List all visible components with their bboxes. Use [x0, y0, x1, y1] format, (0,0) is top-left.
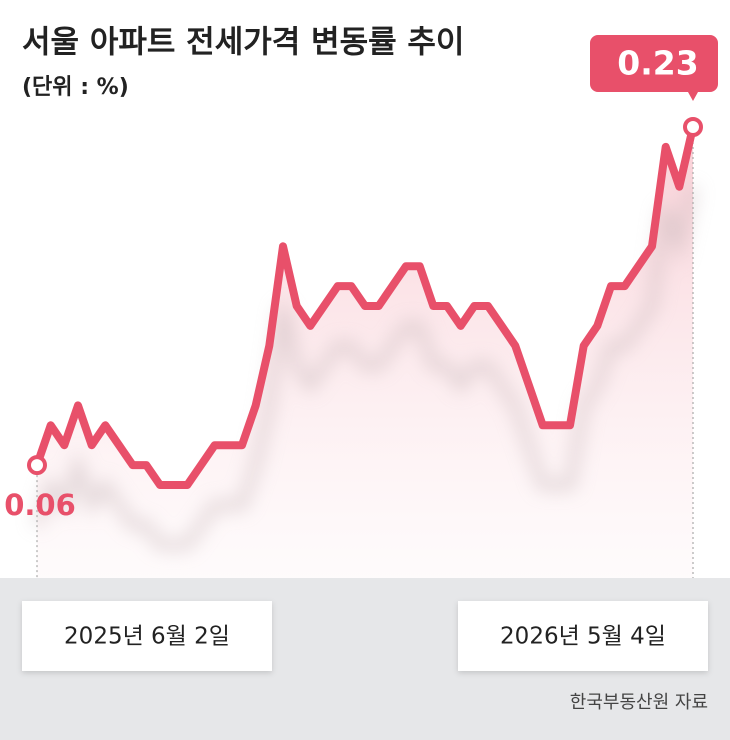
value-label: 0.06 — [4, 488, 76, 522]
date-box — [458, 601, 708, 671]
chart-title: 서울 아파트 전세가격 변동률 추이 — [22, 25, 464, 61]
source: 한국부동산원 자료 — [570, 692, 708, 713]
plot: 0.06 0.23 — [4, 35, 718, 578]
end-date: 2026년 5월 4일 — [500, 624, 666, 650]
start-date: 2025년 6월 2일 — [64, 624, 230, 650]
area — [37, 127, 693, 578]
end-point — [683, 117, 703, 137]
chart-subtitle: (단위 : %) — [22, 75, 129, 100]
line — [33, 123, 697, 489]
value-callout — [590, 35, 718, 101]
line-shadow — [32, 185, 698, 550]
value-label: 0.23 — [617, 44, 698, 83]
end-point — [27, 455, 47, 476]
date-box — [22, 601, 272, 671]
